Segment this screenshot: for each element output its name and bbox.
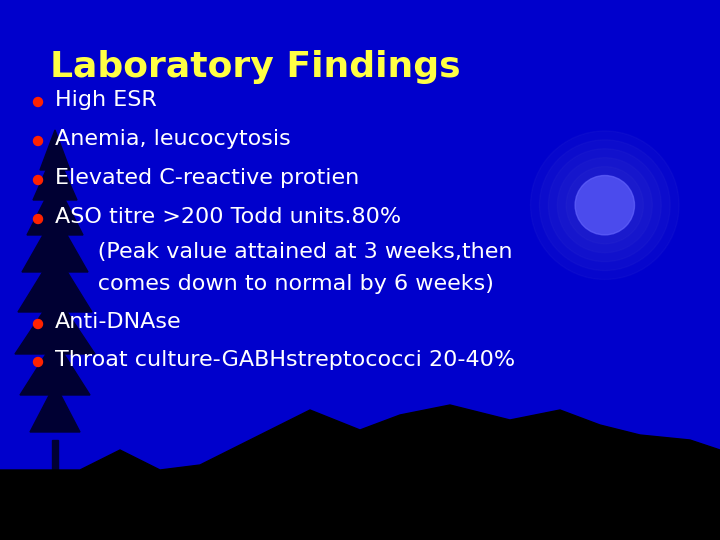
FancyBboxPatch shape	[52, 440, 58, 470]
Ellipse shape	[557, 158, 652, 253]
Ellipse shape	[34, 357, 42, 367]
Polygon shape	[15, 294, 95, 354]
Polygon shape	[0, 405, 720, 540]
Ellipse shape	[34, 98, 42, 106]
Polygon shape	[0, 472, 720, 540]
Polygon shape	[40, 130, 70, 170]
Text: Throat culture-GABHstreptococci 20-40%: Throat culture-GABHstreptococci 20-40%	[55, 350, 515, 370]
Text: (Peak value attained at 3 weeks,then: (Peak value attained at 3 weeks,then	[55, 242, 513, 262]
Ellipse shape	[566, 166, 644, 244]
Text: Laboratory Findings: Laboratory Findings	[50, 50, 461, 84]
Text: Elevated C-reactive protien: Elevated C-reactive protien	[55, 168, 359, 188]
Polygon shape	[20, 340, 90, 395]
Polygon shape	[33, 150, 77, 200]
Text: ASO titre >200 Todd units.80%: ASO titre >200 Todd units.80%	[55, 207, 401, 227]
Ellipse shape	[34, 320, 42, 328]
Ellipse shape	[34, 214, 42, 224]
Text: comes down to normal by 6 weeks): comes down to normal by 6 weeks)	[55, 274, 494, 294]
Polygon shape	[18, 252, 92, 312]
Polygon shape	[30, 384, 80, 432]
Polygon shape	[22, 214, 88, 272]
Ellipse shape	[549, 148, 661, 261]
Ellipse shape	[34, 137, 42, 145]
Text: High ESR: High ESR	[55, 90, 157, 110]
Text: Anti-DNAse: Anti-DNAse	[55, 312, 181, 332]
Ellipse shape	[34, 176, 42, 185]
Polygon shape	[27, 180, 83, 235]
Ellipse shape	[531, 131, 679, 280]
Text: Anemia, leucocytosis: Anemia, leucocytosis	[55, 129, 291, 149]
Ellipse shape	[539, 140, 670, 271]
Ellipse shape	[575, 176, 634, 235]
